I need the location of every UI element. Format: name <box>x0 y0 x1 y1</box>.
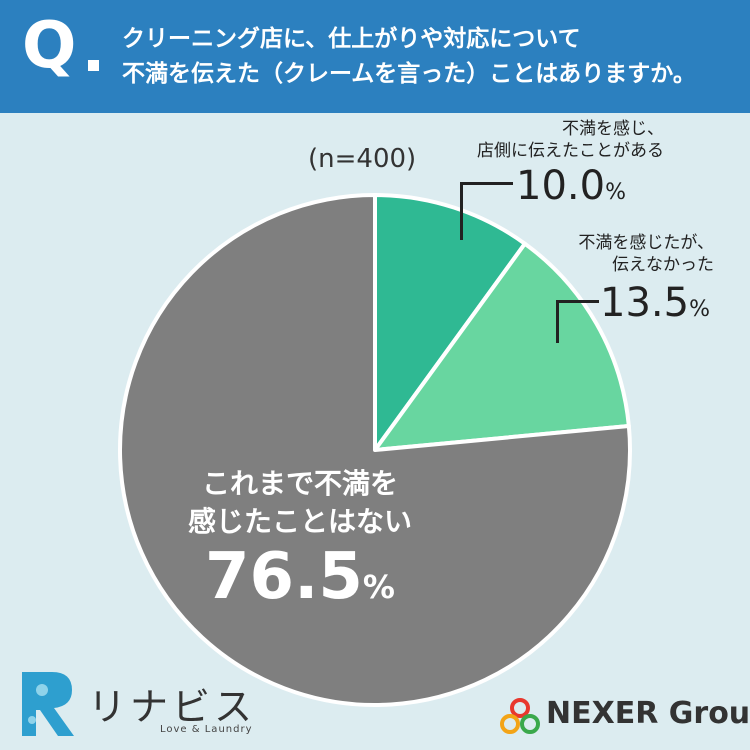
pie-slice-never <box>118 193 632 707</box>
q-mark: Q <box>22 9 77 83</box>
not-told-label-line-1: 不満を感じたが、 <box>578 233 714 253</box>
brand-right-name: NEXER Group <box>546 696 750 731</box>
sample-size-label: (n=400) <box>308 144 417 174</box>
brand-left-name: リナビス <box>88 685 257 729</box>
brand-left-tagline: Love & Laundry <box>160 724 253 735</box>
complained-value-pct: % <box>605 180 626 205</box>
complained-value: 10.0% <box>516 163 626 209</box>
not-told-leader-line <box>556 300 599 343</box>
question-text: クリーニング店に、仕上がりや対応について 不満を伝えた（クレームを言った）ことは… <box>122 22 732 92</box>
nexer-logo-icon <box>500 698 540 734</box>
question-line-2: 不満を伝えた（クレームを言った）ことはありますか。 <box>122 61 696 87</box>
not-told-label: 不満を感じたが、 伝えなかった <box>578 232 714 276</box>
pie-slice-not-told <box>373 241 631 452</box>
q-dot <box>88 60 99 71</box>
never-label: これまで不満を 感じたことはない <box>150 465 450 541</box>
never-label-line-2: 感じたことはない <box>187 505 412 538</box>
never-value-pct: % <box>362 568 395 606</box>
complained-value-number: 10.0 <box>516 163 606 209</box>
never-value-number: 76.5 <box>205 540 363 614</box>
pie-chart <box>118 193 632 707</box>
not-told-value-pct: % <box>689 297 710 322</box>
complained-label-line-2: 店側に伝えたことがある <box>477 141 664 161</box>
pie-slice-complained <box>373 193 527 452</box>
never-label-line-1: これまで不満を <box>201 467 398 500</box>
not-told-label-line-2: 伝えなかった <box>612 255 714 275</box>
not-told-value: 13.5% <box>600 280 710 326</box>
complained-label-line-1: 不満を感じ、 <box>562 119 664 139</box>
never-value: 76.5% <box>150 540 450 614</box>
rinavis-logo-icon <box>22 672 74 736</box>
not-told-value-number: 13.5 <box>600 280 690 326</box>
question-header: Q クリーニング店に、仕上がりや対応について 不満を伝えた（クレームを言った）こ… <box>0 0 750 113</box>
complained-leader-line <box>460 182 513 240</box>
complained-label: 不満を感じ、 店側に伝えたことがある <box>477 118 664 162</box>
question-line-1: クリーニング店に、仕上がりや対応について <box>122 26 581 52</box>
